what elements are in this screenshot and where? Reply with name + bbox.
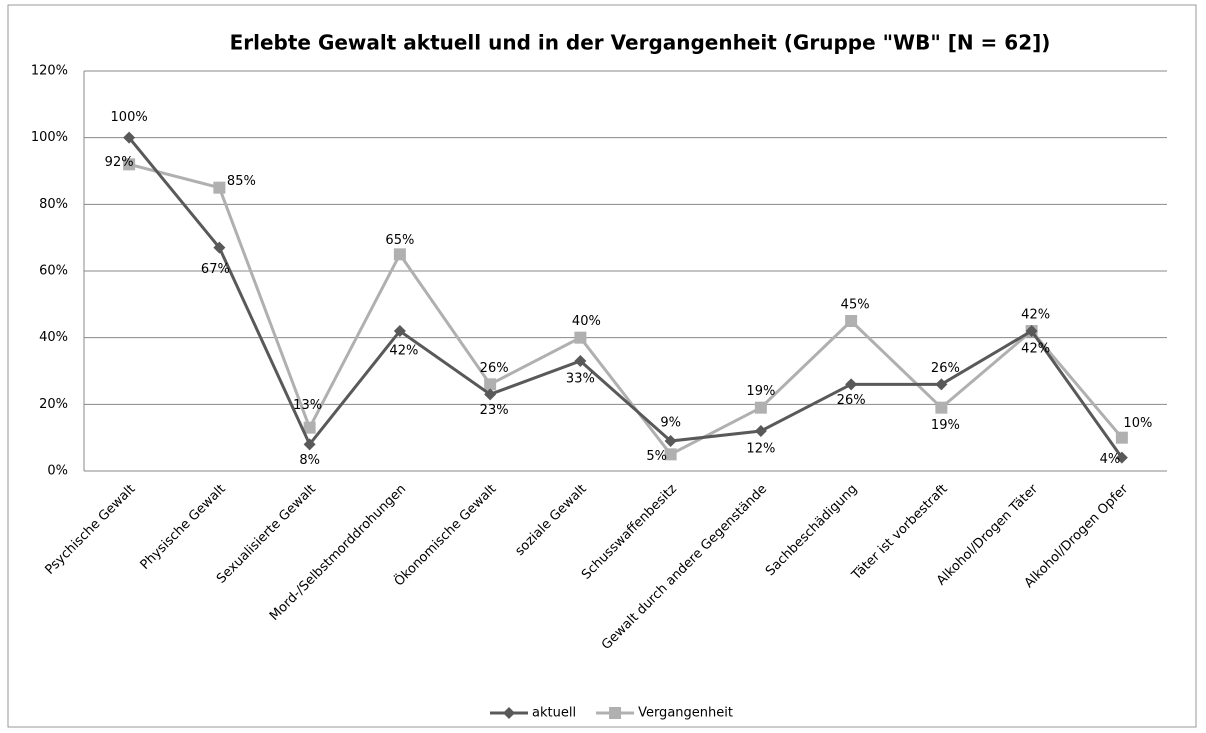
legend-marker [609,707,622,719]
data-label: 19% [746,384,775,399]
marker [213,241,226,254]
marker [213,181,226,194]
data-label: 13% [293,398,322,413]
legend-marker [503,707,515,719]
data-label: 45% [841,298,870,313]
marker [303,438,316,451]
y-tick-label: 120% [31,64,68,79]
marker [754,425,767,437]
marker [484,378,497,391]
data-label: 9% [660,416,681,431]
data-label: 26% [931,361,960,376]
legend-label: aktuell [532,706,576,721]
data-label: 12% [746,442,775,457]
marker [664,448,677,461]
marker [574,331,587,344]
data-label: 42% [1021,342,1050,357]
y-tick-label: 40% [39,330,68,345]
y-tick-label: 20% [39,397,68,412]
marker [574,355,587,367]
series-line [128,162,1124,457]
data-label: 33% [566,372,595,387]
marker [393,325,406,337]
marker [935,401,948,414]
data-label: 26% [837,393,866,408]
marker [1115,451,1128,464]
data-label: 10% [1123,416,1152,431]
y-tick-label: 0% [47,464,68,479]
marker [935,378,948,391]
marker [845,378,858,391]
marker [1115,431,1128,444]
data-label: 40% [572,314,601,329]
data-label: 5% [646,449,667,464]
data-label: 4% [1100,452,1121,467]
marker [1025,325,1038,337]
marker [393,248,406,261]
marker [845,315,858,327]
data-label: 67% [201,262,230,277]
data-label: 85% [227,174,256,189]
marker [754,401,767,414]
marker [123,131,136,144]
data-label: 26% [480,361,509,376]
y-tick-label: 100% [31,130,68,145]
marker [123,158,136,171]
data-label: 42% [389,344,418,359]
y-tick-label: 80% [39,197,68,212]
y-tick-label: 60% [39,264,68,279]
data-label: 92% [105,155,134,170]
data-label: 65% [385,233,414,248]
data-label: 100% [111,110,148,125]
data-label: 19% [931,418,960,433]
legend-label: Vergangenheit [638,706,733,721]
data-label: 42% [1021,308,1050,323]
marker [664,435,677,447]
data-label: 23% [480,403,509,418]
data-label: 8% [299,453,320,468]
marker [484,388,497,401]
marker [303,421,316,434]
series-line [127,136,1124,459]
chart-title: Erlebte Gewalt aktuell und in der Vergan… [230,31,1051,55]
